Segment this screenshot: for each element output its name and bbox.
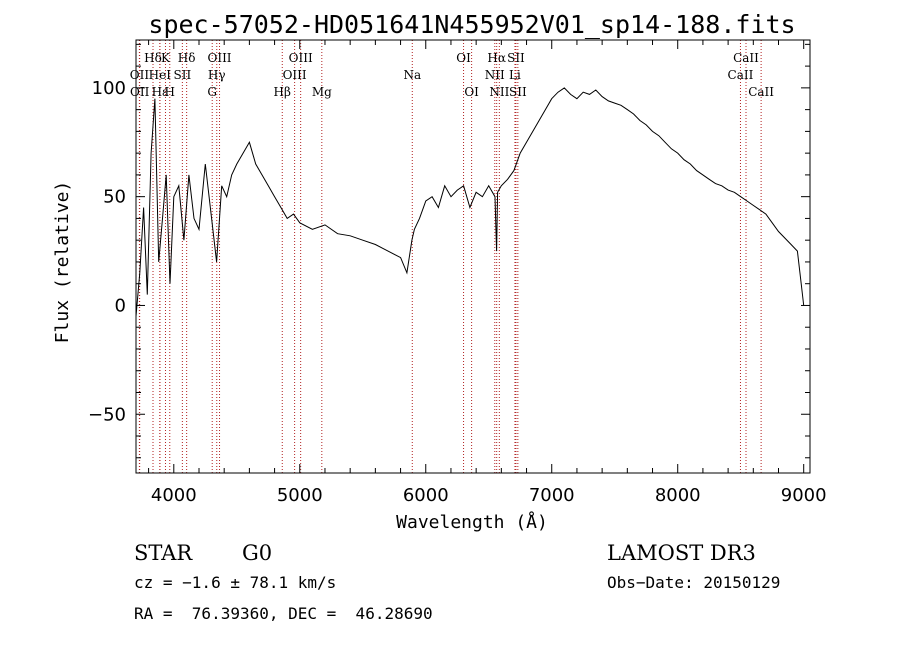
x-tick-label: 8000	[655, 485, 701, 506]
y-tick-label: 0	[115, 295, 126, 316]
spectral-line-label: K	[161, 51, 171, 65]
y-axis-label: Flux (relative)	[52, 181, 73, 344]
y-axis-ticks: −50 0 50 100	[88, 43, 810, 459]
spectral-line-label: SII	[509, 85, 527, 99]
observation-date: Obs−Date: 20150129	[607, 573, 780, 592]
spectral-line-label: SII	[507, 51, 525, 65]
spectral-line-label: NII	[489, 85, 509, 99]
x-tick-label: 4000	[151, 485, 197, 506]
x-tick-label: 5000	[277, 485, 323, 506]
subclass: G0	[242, 541, 272, 565]
chart-title: spec-57052-HD051641N455952V01_sp14-188.f…	[148, 10, 795, 39]
x-tick-label: 6000	[403, 485, 449, 506]
spectral-line-label: OIII	[283, 68, 307, 82]
spectral-line-label: OII	[130, 85, 150, 99]
spectral-line-label: OIII	[207, 51, 231, 65]
spectrum-line	[135, 87, 805, 317]
spectral-line-label: Li	[509, 68, 521, 82]
spectral-line-label: OI	[464, 85, 479, 99]
x-axis-ticks: 4000 5000 6000 7000 8000 9000	[148, 40, 827, 506]
spectral-line-label: Hδ	[178, 51, 196, 65]
y-tick-label: 50	[103, 187, 126, 208]
object-class: STAR	[134, 541, 193, 565]
spectral-line-label: SII	[174, 68, 192, 82]
spectral-line-label: G	[207, 85, 217, 99]
spectral-line-label: NII	[485, 68, 505, 82]
spectral-line-markers	[138, 40, 762, 473]
y-tick-label: −50	[88, 404, 126, 425]
y-tick-label: 100	[92, 78, 126, 99]
redshift-velocity: cz = −1.6 ± 78.1 km/s	[134, 573, 336, 592]
spectral-line-label: Hδ	[144, 51, 162, 65]
survey-name: LAMOST DR3	[607, 541, 756, 565]
spectral-line-label: OII	[130, 68, 150, 82]
spectral-line-label: Hε	[152, 85, 169, 99]
spectral-line-label: Hβ	[274, 85, 291, 99]
spectral-line-label: Na	[403, 68, 421, 82]
spectral-line-label: CaII	[733, 51, 759, 65]
coordinates: RA = 76.39360, DEC = 46.28690	[134, 604, 433, 623]
plot-frame	[135, 39, 811, 474]
spectral-line-label: OI	[456, 51, 471, 65]
x-tick-label: 9000	[781, 485, 827, 506]
spectral-line-label: OIII	[289, 51, 313, 65]
x-tick-label: 7000	[529, 485, 575, 506]
spectral-line-label: H	[165, 85, 175, 99]
spectral-line-label: CaII	[728, 68, 754, 82]
x-axis-label: Wavelength (Å)	[396, 511, 548, 533]
spectral-line-label: CaII	[748, 85, 774, 99]
spectral-line-label: Hα	[487, 51, 506, 65]
spectral-line-label: Mg	[312, 85, 332, 99]
spectral-line-label: Hγ	[208, 68, 226, 82]
spectral-line-label: HeI	[149, 68, 172, 82]
